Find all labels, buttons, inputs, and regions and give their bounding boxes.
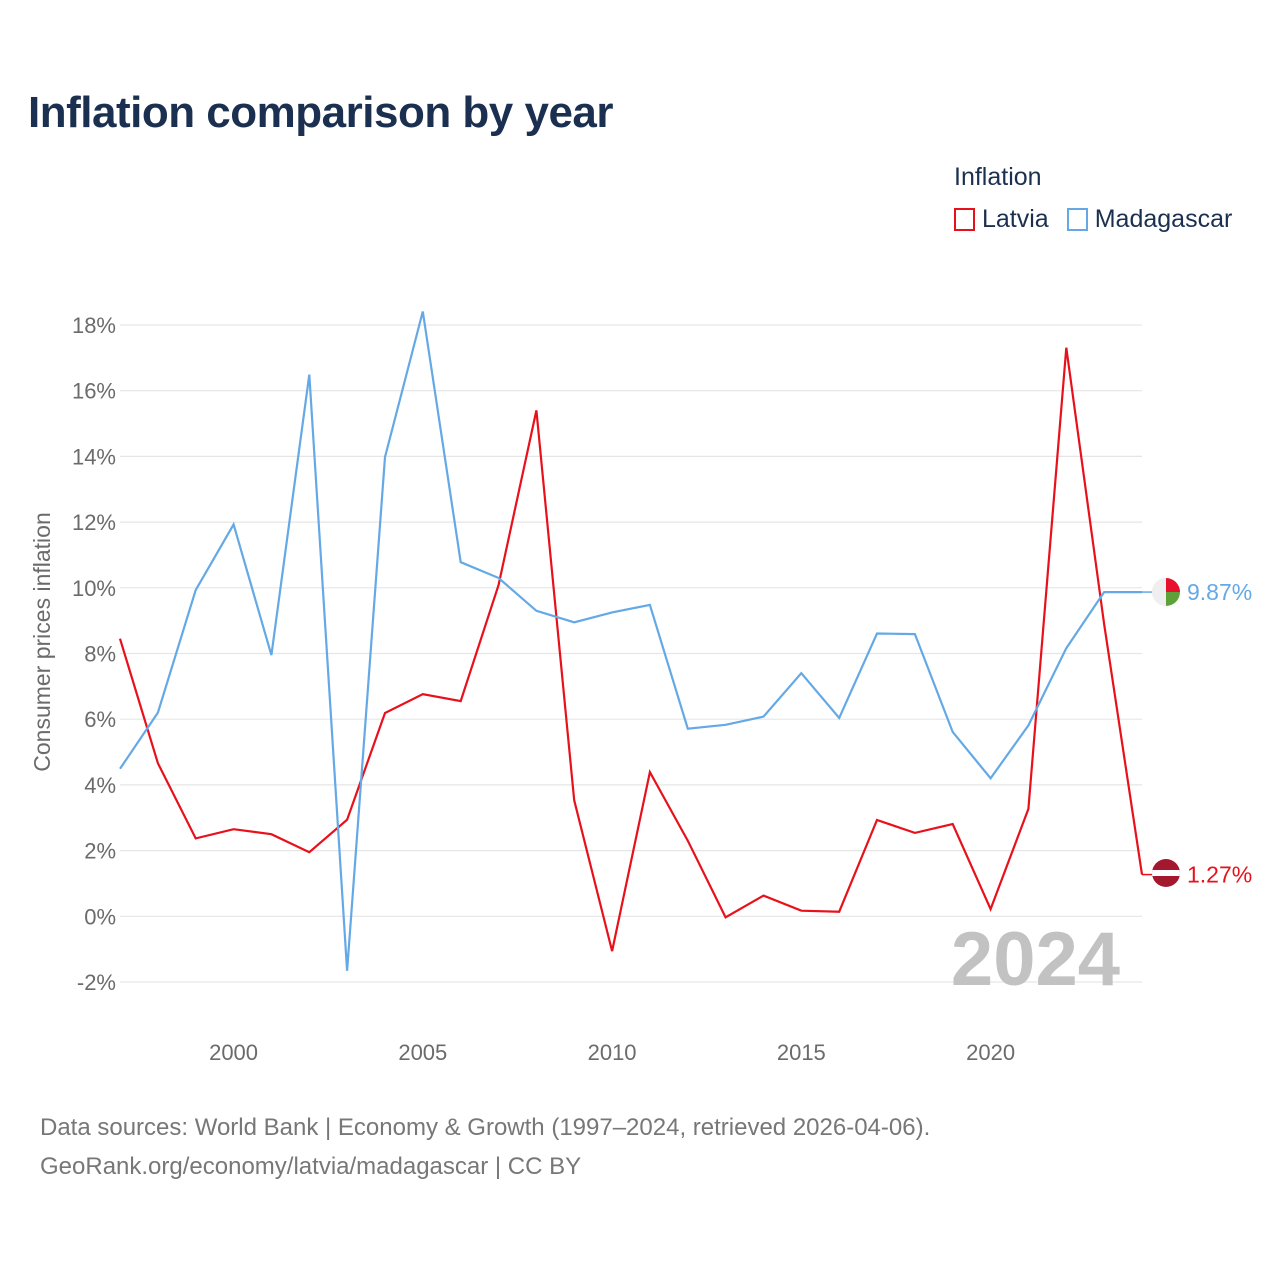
data-point-madagascar[interactable] bbox=[420, 309, 426, 315]
data-point-latvia[interactable] bbox=[760, 893, 766, 899]
y-tick-label: 18% bbox=[72, 313, 116, 338]
x-axis-ticks: 2000 2005 2010 2015 2020 bbox=[209, 1040, 1015, 1065]
data-point-madagascar[interactable] bbox=[912, 631, 918, 637]
data-point-latvia[interactable] bbox=[571, 797, 577, 803]
legend-swatch-latvia bbox=[954, 208, 975, 231]
latvia-flag-icon bbox=[1152, 859, 1180, 887]
legend-label-madagascar: Madagascar bbox=[1094, 205, 1233, 233]
data-point-latvia[interactable] bbox=[420, 691, 426, 697]
data-point-madagascar[interactable] bbox=[798, 670, 804, 676]
y-tick-label: 8% bbox=[84, 642, 116, 667]
sources-line-1: Data sources: World Bank | Economy & Gro… bbox=[40, 1114, 931, 1141]
chart-title: Inflation comparison by year bbox=[28, 88, 614, 137]
data-point-latvia[interactable] bbox=[836, 909, 842, 915]
y-axis-label: Consumer prices inflation bbox=[29, 512, 55, 772]
x-tick-label: 2015 bbox=[777, 1040, 826, 1065]
end-value-label-latvia: 1.27% bbox=[1187, 862, 1252, 888]
data-point-latvia[interactable] bbox=[533, 407, 539, 413]
data-point-latvia[interactable] bbox=[647, 769, 653, 775]
data-point-madagascar[interactable] bbox=[874, 630, 880, 636]
data-point-latvia[interactable] bbox=[344, 817, 350, 823]
data-point-latvia[interactable] bbox=[1101, 621, 1107, 627]
data-point-latvia[interactable] bbox=[1063, 345, 1069, 351]
series-line-madagascar[interactable] bbox=[119, 311, 1142, 971]
data-point-latvia[interactable] bbox=[988, 906, 994, 912]
data-point-madagascar[interactable] bbox=[760, 714, 766, 720]
y-tick-label: 14% bbox=[72, 444, 116, 469]
data-point-latvia[interactable] bbox=[874, 817, 880, 823]
data-point-latvia[interactable] bbox=[798, 908, 804, 914]
current-year-label: 2024 bbox=[951, 917, 1120, 1002]
y-tick-label: 2% bbox=[84, 839, 116, 864]
series-line-latvia[interactable] bbox=[118, 347, 1144, 952]
data-point-latvia[interactable] bbox=[685, 838, 691, 844]
data-point-latvia[interactable] bbox=[723, 914, 729, 920]
data-point-latvia[interactable] bbox=[306, 849, 312, 855]
data-point-madagascar[interactable] bbox=[571, 619, 577, 625]
x-tick-label: 2000 bbox=[209, 1040, 258, 1065]
data-point-latvia[interactable] bbox=[117, 636, 123, 642]
data-point-latvia[interactable] bbox=[458, 698, 464, 704]
y-tick-label: -2% bbox=[77, 970, 116, 995]
data-point-latvia[interactable] bbox=[382, 710, 388, 716]
sources-line-2[interactable]: GeoRank.org/economy/latvia/madagascar | … bbox=[40, 1153, 582, 1180]
data-point-madagascar[interactable] bbox=[1025, 722, 1031, 728]
data-point-latvia[interactable] bbox=[950, 821, 956, 827]
data-point-madagascar[interactable] bbox=[155, 710, 161, 716]
data-point-madagascar[interactable] bbox=[723, 722, 729, 728]
data-point-madagascar[interactable] bbox=[647, 602, 653, 608]
data-point-madagascar[interactable] bbox=[988, 775, 994, 781]
y-axis-ticks: -2% 0% 2% 4% 6% 8% 10% 12% 14% 16% 18% bbox=[72, 313, 116, 995]
data-point-madagascar[interactable] bbox=[1063, 645, 1069, 651]
data-sources: Data sources: World Bank | Economy & Gro… bbox=[40, 1108, 930, 1186]
data-point-latvia[interactable] bbox=[231, 826, 237, 832]
y-tick-label: 0% bbox=[84, 904, 116, 929]
y-tick-label: 12% bbox=[72, 510, 116, 535]
legend-swatch-madagascar bbox=[1066, 208, 1088, 231]
legend-label-latvia: Latvia bbox=[982, 205, 1049, 233]
data-point-latvia[interactable] bbox=[609, 948, 615, 954]
end-markers bbox=[1152, 578, 1180, 887]
legend-item-latvia[interactable]: Latvia bbox=[954, 205, 1049, 234]
x-tick-label: 2020 bbox=[966, 1040, 1015, 1065]
madagascar-flag-icon bbox=[1152, 578, 1180, 606]
data-point-madagascar[interactable] bbox=[306, 372, 312, 378]
data-point-madagascar[interactable] bbox=[496, 575, 502, 581]
y-tick-label: 4% bbox=[84, 773, 116, 798]
data-point-madagascar[interactable] bbox=[344, 968, 350, 974]
end-value-label-madagascar: 9.87% bbox=[1187, 579, 1252, 605]
legend-item-madagascar[interactable]: Madagascar bbox=[1066, 205, 1233, 234]
data-point-madagascar[interactable] bbox=[836, 715, 842, 721]
legend: Latvia Madagascar bbox=[954, 205, 1250, 234]
data-point-madagascar[interactable] bbox=[193, 587, 199, 593]
legend-title: Inflation bbox=[954, 163, 1042, 191]
data-point-madagascar[interactable] bbox=[231, 521, 237, 527]
data-point-madagascar[interactable] bbox=[117, 766, 123, 772]
y-tick-label: 16% bbox=[72, 379, 116, 404]
data-point-latvia[interactable] bbox=[268, 831, 274, 837]
data-point-latvia[interactable] bbox=[155, 760, 161, 766]
data-point-latvia[interactable] bbox=[912, 830, 918, 836]
x-tick-label: 2010 bbox=[588, 1040, 637, 1065]
data-point-madagascar[interactable] bbox=[382, 454, 388, 460]
data-point-latvia[interactable] bbox=[1025, 806, 1031, 812]
y-tick-label: 10% bbox=[72, 576, 116, 601]
data-point-madagascar[interactable] bbox=[1101, 589, 1107, 595]
data-point-madagascar[interactable] bbox=[685, 726, 691, 732]
data-point-madagascar[interactable] bbox=[950, 729, 956, 735]
data-point-madagascar[interactable] bbox=[268, 652, 274, 658]
data-point-madagascar[interactable] bbox=[458, 559, 464, 565]
y-tick-label: 6% bbox=[84, 707, 116, 732]
data-point-madagascar[interactable] bbox=[533, 608, 539, 614]
data-point-latvia[interactable] bbox=[193, 835, 199, 841]
series-lines: 1.27% 9.87% bbox=[117, 309, 1252, 974]
data-point-latvia[interactable] bbox=[496, 582, 502, 588]
data-point-madagascar[interactable] bbox=[609, 609, 615, 615]
x-tick-label: 2005 bbox=[398, 1040, 447, 1065]
